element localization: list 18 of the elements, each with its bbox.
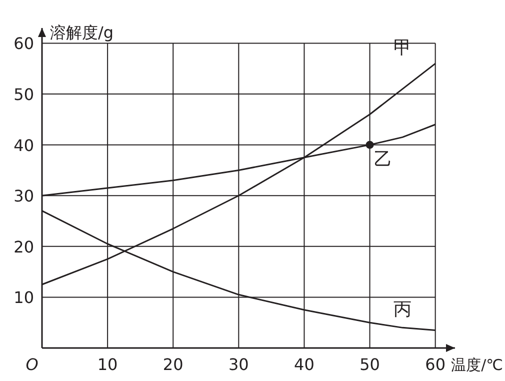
y-tick-label: 60 (14, 34, 34, 54)
y-tick-label: 20 (14, 237, 34, 256)
series-label: 甲 (394, 37, 412, 58)
x-tick-label: 20 (162, 355, 184, 374)
y-axis-title: 溶解度/g (50, 23, 114, 42)
x-axis-title: 温度/℃ (451, 356, 503, 374)
y-tick-label: 50 (14, 85, 34, 104)
series-label: 乙 (374, 149, 392, 170)
y-tick-label: 30 (14, 186, 34, 206)
y-tick-label: 10 (14, 288, 34, 308)
x-tick-label: 60 (425, 355, 446, 374)
x-tick-label: 40 (294, 355, 314, 374)
x-tick-label: 10 (97, 355, 118, 374)
y-tick-label: 40 (14, 136, 34, 155)
x-tick-label: O (26, 355, 38, 374)
series-label: 丙 (394, 298, 412, 320)
x-tick-label: 30 (228, 355, 249, 374)
x-tick-label: 50 (360, 355, 380, 374)
